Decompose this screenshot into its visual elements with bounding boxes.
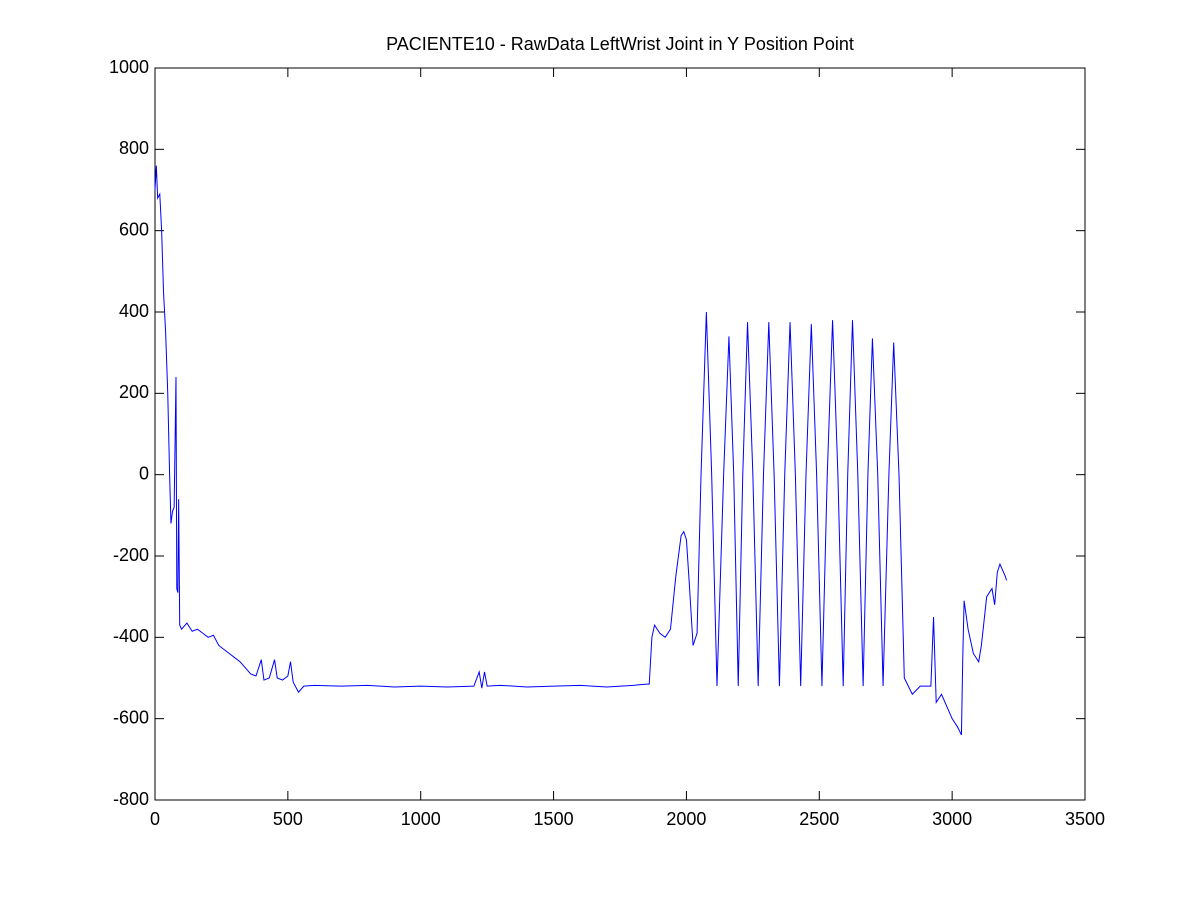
y-tick-label: 800 [119,138,149,158]
x-tick-label: 500 [273,809,303,829]
x-tick-label: 2500 [799,809,839,829]
x-tick-label: 1000 [401,809,441,829]
x-tick-label: 1500 [534,809,574,829]
y-tick-label: -600 [113,707,149,727]
x-tick-label: 2000 [666,809,706,829]
plot-frame [154,67,1086,801]
y-tick-label: 600 [119,219,149,239]
x-tick-label: 3500 [1065,809,1105,829]
y-tick-label: 400 [119,301,149,321]
data-line [154,165,1008,736]
y-tick-label: -800 [113,789,149,809]
x-tick-label: 0 [150,809,160,829]
chart-title: PACIENTE10 - RawData LeftWrist Joint in … [386,34,854,54]
y-tick-label: -400 [113,626,149,646]
y-tick-label: 0 [139,463,149,483]
x-tick-label: 3000 [932,809,972,829]
y-tick-label: -200 [113,545,149,565]
y-tick-label: 1000 [109,57,149,77]
y-tick-label: 200 [119,382,149,402]
